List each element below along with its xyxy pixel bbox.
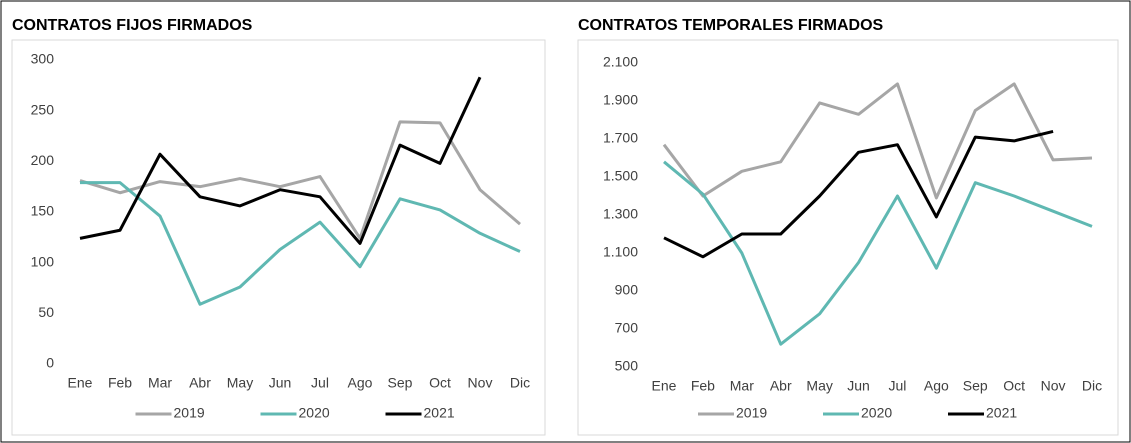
x-tick-label: Abr [189,375,211,391]
chart-title: CONTRATOS TEMPORALES FIRMADOS [578,17,884,34]
x-tick-label: Jun [847,378,870,394]
plot-area [577,39,1119,436]
series-line [663,129,1054,259]
legend-label: 2021 [424,405,455,421]
x-tick-label: Ago [348,375,373,391]
chart: CONTRATOS TEMPORALES FIRMADOS 500 700 900 1.… [577,17,1119,436]
plot-area [11,39,546,436]
y-tick-label: 1.900 [603,92,638,108]
y-tick-label: 1.100 [603,244,638,260]
x-tick-label: Sep [963,378,988,394]
x-tick-label: May [806,378,832,394]
y-tick-label: 2.100 [603,54,638,70]
x-tick-label: Oct [1003,378,1025,394]
legend-label: 2019 [174,405,205,421]
series-line [663,160,1093,346]
legend-label: 2020 [299,405,330,421]
series-line [79,120,521,240]
y-tick-label: 300 [31,51,55,67]
x-tick-label: May [227,375,253,391]
x-tick-label: Nov [1041,378,1066,394]
legend-label: 2020 [861,405,892,421]
x-tick-label: Mar [730,378,754,394]
y-tick-label: 900 [615,282,639,298]
series-line [80,181,521,306]
x-tick-label: Ene [68,375,93,391]
y-tick-label: 500 [615,358,639,374]
y-tick-label: 1.700 [603,130,638,146]
x-tick-label: Dic [510,375,530,391]
x-tick-label: Oct [429,375,451,391]
legend-label: 2021 [986,405,1017,421]
x-tick-label: Mar [148,375,172,391]
x-tick-label: Nov [468,375,493,391]
series-line [79,76,482,245]
x-tick-label: Dic [1082,378,1102,394]
y-tick-label: 250 [31,101,55,117]
y-tick-label: 700 [615,320,639,336]
x-tick-label: Ene [652,378,677,394]
x-tick-label: Abr [770,378,792,394]
y-tick-label: 150 [31,203,55,219]
y-tick-label: 1.300 [603,206,638,222]
x-tick-label: Ago [924,378,949,394]
x-tick-label: Jul [311,375,329,391]
y-tick-label: 200 [31,152,55,168]
x-tick-label: Sep [388,375,413,391]
chart: CONTRATOS FIJOS FIRMADOS 0 50 100 150 200 250 3… [11,17,546,436]
y-tick-label: 50 [38,304,54,320]
x-tick-label: Jul [889,378,907,394]
x-tick-label: Feb [691,378,715,394]
x-tick-label: Feb [108,375,132,391]
series-line [662,82,1093,200]
y-tick-label: 1.500 [603,168,638,184]
legend-label: 2019 [736,405,767,421]
y-tick-label: 0 [46,355,54,371]
y-tick-label: 100 [31,253,55,269]
chart-title: CONTRATOS FIJOS FIRMADOS [12,17,253,34]
x-tick-label: Jun [269,375,292,391]
